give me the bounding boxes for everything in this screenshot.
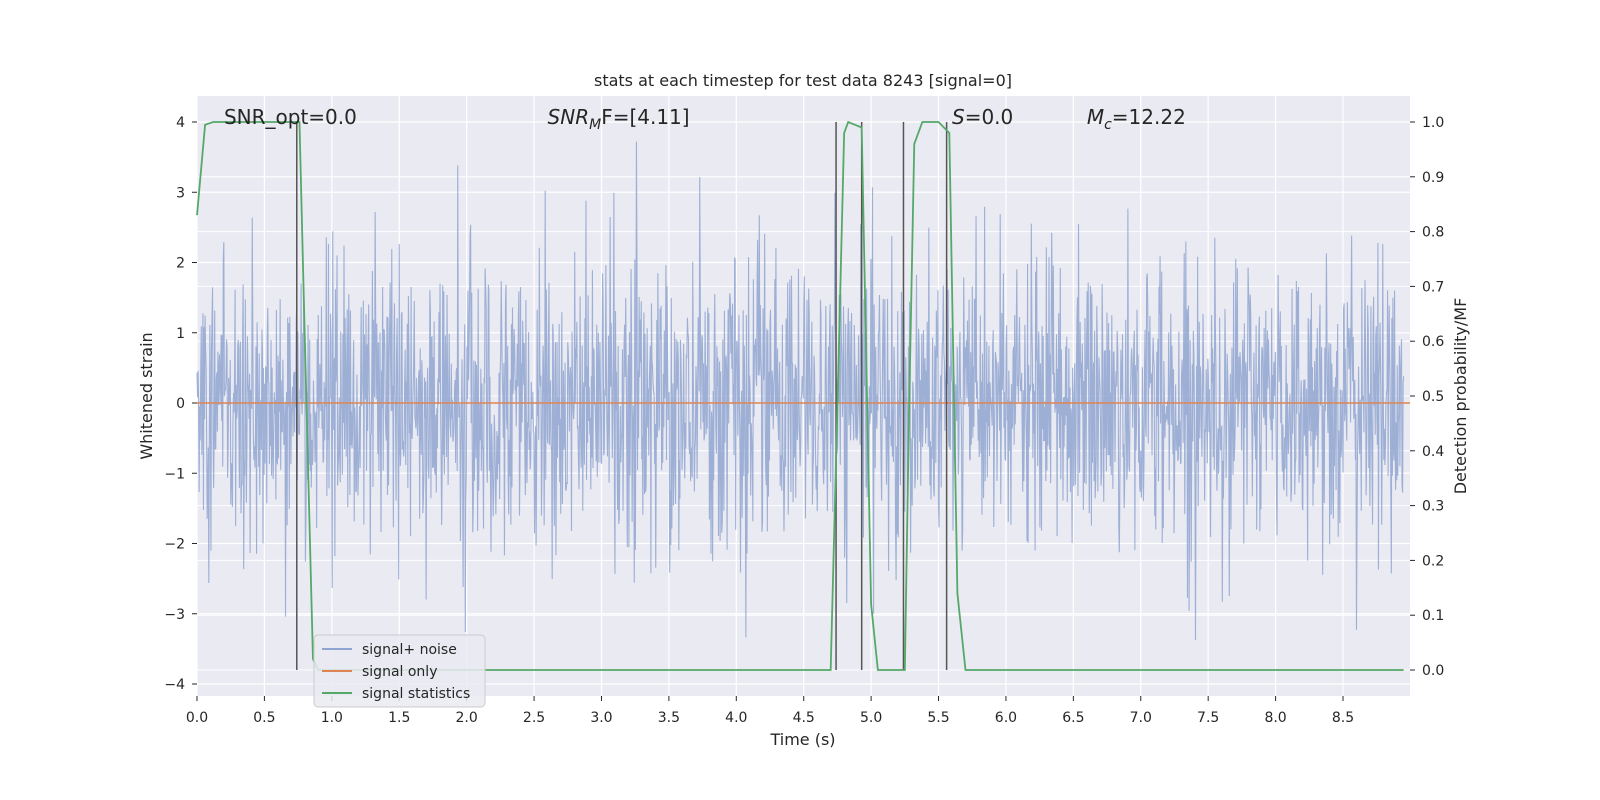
x-axis-ticks: 0.0 0.5 1.0 1.5 2.0 2.5 3.0 3.5 4.0 4.5 5.0 5.5 6.0 6… xyxy=(186,696,1354,726)
x-tick-label: 8.5 xyxy=(1332,710,1354,726)
x-tick-label: 1.0 xyxy=(321,710,343,726)
x-tick-label: 7.5 xyxy=(1197,710,1219,726)
y2-axis-label: Detection probability/MF xyxy=(1451,298,1470,495)
x-tick-label: 5.5 xyxy=(927,710,949,726)
x-tick-label: 4.5 xyxy=(793,710,815,726)
legend-label: signal only xyxy=(362,664,437,680)
annotations: SNR_opt=0.0 SNRMF=[4.11] S=0.0 Mc=12.22 xyxy=(224,105,1186,133)
y2-tick-label: 0.7 xyxy=(1422,279,1444,295)
y-tick-label: −3 xyxy=(164,607,185,623)
x-tick-label: 6.0 xyxy=(995,710,1017,726)
x-tick-label: 2.5 xyxy=(523,710,545,726)
y-tick-label: 3 xyxy=(176,185,185,201)
legend-label: signal+ noise xyxy=(362,642,457,658)
statistics-line xyxy=(196,120,1404,671)
x-tick-label: 0.0 xyxy=(186,710,208,726)
legend-box xyxy=(313,634,486,708)
y-tick-label: −4 xyxy=(164,677,185,693)
y2-tick-label: 0.2 xyxy=(1422,553,1444,569)
y-tick-label: −2 xyxy=(164,537,185,553)
y2-tick-label: 0.5 xyxy=(1422,389,1444,405)
y2-tick-label: 0.6 xyxy=(1422,334,1444,350)
x-tick-label: 0.5 xyxy=(253,710,275,726)
y-axis-ticks: 4 3 2 1 0 −1 −2 −3 −4 xyxy=(164,115,197,693)
chart-title: stats at each timestep for test data 824… xyxy=(594,71,1012,90)
annotation-text: SNR_opt=0.0 xyxy=(224,105,357,129)
x-axis-label: Time (s) xyxy=(769,730,835,749)
x-tick-label: 4.0 xyxy=(725,710,747,726)
x-tick-label: 5.0 xyxy=(860,710,882,726)
noise-trace xyxy=(196,141,1405,641)
y2-tick-label: 1.0 xyxy=(1422,115,1444,131)
legend: signal+ noise signal only signal statistic… xyxy=(313,634,486,708)
detection-markers xyxy=(296,122,948,670)
x-tick-label: 8.0 xyxy=(1264,710,1286,726)
x-tick-label: 3.0 xyxy=(590,710,612,726)
x-tick-label: 1.5 xyxy=(388,710,410,726)
y2-tick-label: 0.9 xyxy=(1422,170,1444,186)
y-tick-label: −1 xyxy=(164,466,185,482)
y-tick-label: 4 xyxy=(176,115,185,131)
annotation-text: Mc=12.22 xyxy=(1087,105,1186,133)
y2-tick-label: 0.1 xyxy=(1422,608,1444,624)
series-signal-noise xyxy=(196,141,1405,641)
y-axis-label: Whitened strain xyxy=(137,332,156,459)
y2-axis-ticks: 1.0 0.9 0.8 0.7 0.6 0.5 0.4 0.3 0.2 0.1 0.0 xyxy=(1410,115,1444,679)
x-tick-label: 6.5 xyxy=(1062,710,1084,726)
y2-tick-label: 0.4 xyxy=(1422,444,1444,460)
y-tick-label: 2 xyxy=(176,256,185,272)
x-tick-label: 2.0 xyxy=(456,710,478,726)
y2-tick-label: 0.8 xyxy=(1422,225,1444,241)
y-tick-label: 0 xyxy=(176,396,185,412)
series-signal-statistics xyxy=(196,120,1404,671)
y-tick-label: 1 xyxy=(176,326,185,342)
y2-tick-label: 0.0 xyxy=(1422,663,1444,679)
y2-tick-label: 0.3 xyxy=(1422,499,1444,515)
x-tick-label: 3.5 xyxy=(658,710,680,726)
annotation-text: S=0.0 xyxy=(952,105,1013,129)
legend-label: signal statistics xyxy=(362,686,470,702)
x-tick-label: 7.0 xyxy=(1130,710,1152,726)
annotation-text: SNRMF=[4.11] xyxy=(548,105,690,133)
